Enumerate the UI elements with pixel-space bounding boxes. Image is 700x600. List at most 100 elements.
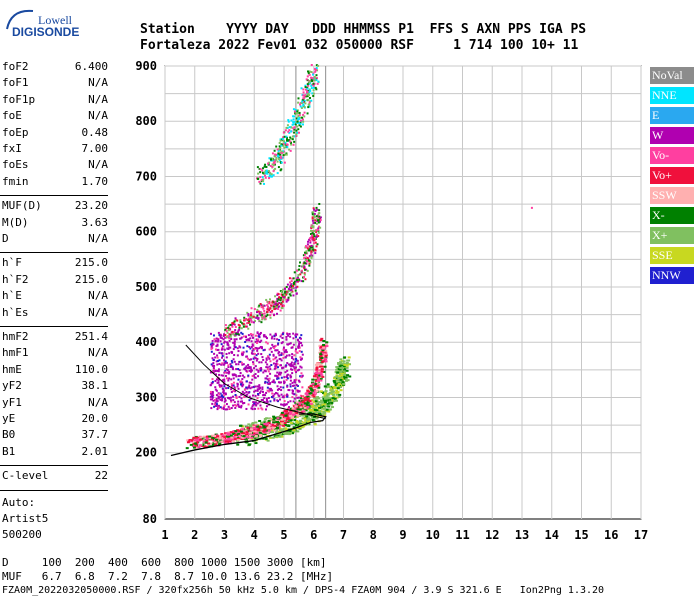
third-echo-mark	[292, 143, 295, 146]
second-echo-mark	[247, 314, 250, 317]
x-trace-mark	[338, 375, 342, 378]
spread-echo-mark	[258, 335, 261, 338]
spread-echo-mark	[238, 345, 241, 348]
spread-echo-mark	[228, 346, 231, 349]
spread-echo-mark	[285, 349, 288, 352]
x-trace-mark	[315, 414, 319, 417]
o-trace-mark	[276, 422, 280, 425]
spread-echo-mark	[210, 363, 213, 366]
x-trace-mark	[323, 407, 327, 410]
spread-echo-mark	[215, 360, 218, 363]
spread-echo-mark	[273, 337, 276, 340]
second-echo-mark	[238, 324, 241, 327]
third-echo-mark	[275, 153, 278, 156]
third-echo-mark	[310, 87, 313, 90]
second-echo-mark	[311, 234, 314, 237]
o-trace-mark	[254, 427, 258, 430]
o-trace-mark	[282, 411, 286, 414]
spread-echo-mark	[236, 382, 239, 385]
second-echo-mark	[279, 299, 282, 302]
x-trace-mark	[249, 424, 253, 427]
spread-echo-mark	[222, 388, 225, 391]
x-trace-mark	[339, 378, 343, 381]
third-echo-mark	[308, 91, 311, 94]
o-trace-mark	[317, 377, 321, 380]
spread-echo-mark	[251, 405, 254, 408]
spread-echo-mark	[219, 406, 222, 409]
second-echo-mark	[231, 325, 234, 328]
o-trace-mark	[309, 395, 313, 398]
spread-echo-mark	[222, 396, 225, 399]
spread-echo-mark	[237, 378, 240, 381]
spread-echo-mark	[261, 408, 264, 411]
third-echo-mark	[299, 122, 302, 125]
third-echo-mark	[317, 64, 320, 67]
spread-echo-mark	[240, 393, 243, 396]
x-trace-mark	[276, 425, 280, 428]
x-trace-mark	[296, 430, 300, 433]
spread-echo-mark	[211, 339, 214, 342]
x-trace-mark	[285, 433, 289, 436]
second-echo-mark	[312, 242, 315, 245]
o-trace-mark	[319, 358, 323, 361]
spread-echo-mark	[212, 371, 215, 374]
third-echo-mark	[279, 143, 282, 146]
spread-echo-mark	[236, 354, 239, 357]
third-echo-mark	[300, 87, 303, 90]
param-name: yE	[2, 412, 16, 425]
second-echo-mark	[317, 227, 320, 230]
spread-echo-mark	[272, 379, 275, 382]
x-trace-mark	[292, 429, 296, 432]
legend-item-nnw: NNW	[650, 267, 694, 284]
x-trace-mark	[331, 397, 335, 400]
second-echo-mark	[283, 291, 286, 294]
o-trace-mark	[220, 433, 224, 436]
x-trace-mark	[339, 367, 343, 370]
third-echo-mark	[290, 130, 293, 133]
spread-echo-mark	[255, 368, 258, 371]
x-tick-label: 16	[604, 528, 618, 542]
spread-echo-mark	[243, 367, 246, 370]
third-echo-mark	[268, 157, 271, 160]
x-trace-mark	[299, 423, 303, 426]
spread-echo-mark	[257, 394, 260, 397]
spread-echo-mark	[211, 391, 214, 394]
spread-echo-mark	[288, 354, 291, 357]
third-echo-mark	[281, 151, 284, 154]
x-trace-mark	[273, 428, 277, 431]
third-echo-mark	[270, 175, 273, 178]
second-echo-mark	[316, 219, 319, 222]
x-trace-mark	[251, 434, 255, 437]
param-name: fmin	[2, 174, 29, 188]
second-echo-mark	[261, 312, 264, 315]
x-trace-mark	[274, 429, 278, 432]
spread-echo-mark	[241, 332, 244, 335]
spread-echo-mark	[271, 389, 274, 392]
o-trace-mark	[204, 441, 208, 444]
spread-echo-mark	[299, 375, 302, 378]
x-trace-mark	[264, 437, 268, 440]
spread-echo-mark	[297, 344, 300, 347]
spread-echo-mark	[216, 369, 219, 372]
spread-echo-mark	[227, 379, 230, 382]
spread-echo-mark	[244, 388, 247, 391]
spread-echo-mark	[224, 374, 227, 377]
third-echo-mark	[315, 79, 318, 82]
spread-echo-mark	[272, 345, 275, 348]
o-trace-mark	[318, 372, 322, 375]
spread-echo-mark	[282, 331, 285, 334]
spread-echo-mark	[217, 406, 220, 409]
x-trace-mark	[251, 422, 255, 425]
spread-echo-mark	[242, 363, 245, 366]
param-name: MUF(D)	[2, 199, 42, 213]
spread-echo-mark	[237, 387, 240, 390]
third-echo-mark	[268, 177, 271, 180]
spread-echo-mark	[299, 358, 302, 361]
spread-echo-mark	[221, 397, 224, 400]
second-echo-mark	[272, 307, 275, 310]
second-echo-mark	[261, 318, 264, 321]
o-trace-mark	[322, 357, 326, 360]
spread-echo-mark	[275, 366, 278, 369]
x-trace-mark	[321, 413, 325, 416]
second-echo-mark	[253, 308, 256, 311]
